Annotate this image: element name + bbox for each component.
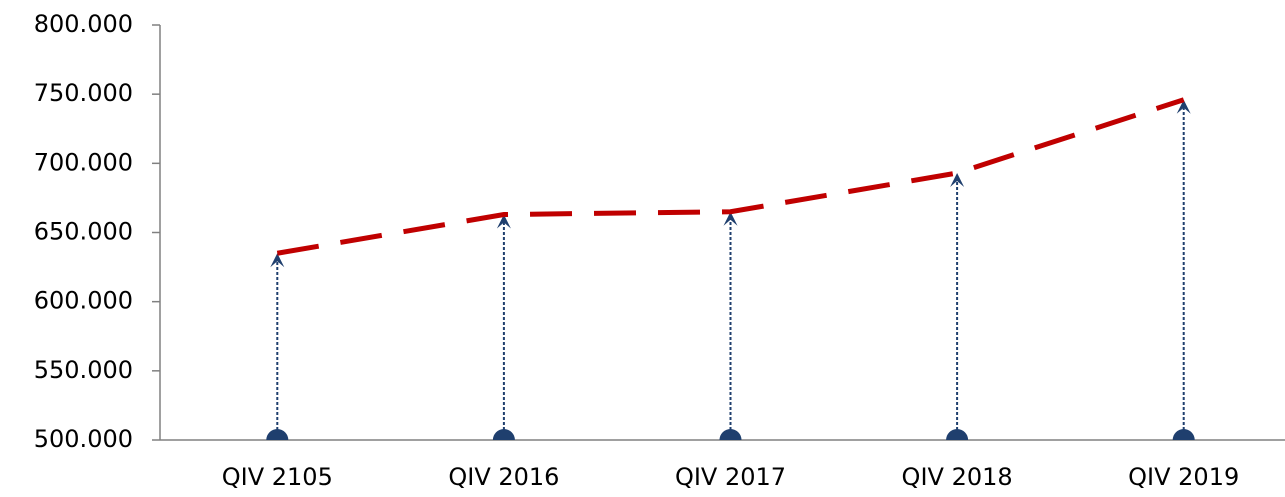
base-marker — [266, 429, 289, 440]
y-tick-label: 800.000 — [34, 10, 133, 38]
y-tick-label: 750.000 — [34, 79, 133, 107]
base-marker — [492, 429, 515, 440]
y-tick-label: 700.000 — [34, 148, 133, 176]
base-marker — [1172, 429, 1195, 440]
arrow-head — [270, 253, 285, 268]
y-tick-label: 550.000 — [34, 356, 133, 384]
line — [276, 97, 1185, 256]
x-tick-label: QIV 2019 — [1128, 463, 1239, 491]
base-marker — [946, 429, 969, 440]
arrow-head — [496, 214, 511, 229]
x-tick-label: QIV 2018 — [902, 463, 1013, 491]
base-marker — [719, 429, 742, 440]
arrow-head — [950, 173, 965, 188]
x-tick-label: QIV 2105 — [222, 463, 333, 491]
y-tick-label: 650.000 — [34, 218, 133, 246]
y-tick-label: 500.000 — [34, 425, 133, 453]
arrow-head — [1176, 99, 1191, 114]
x-tick-label: QIV 2017 — [675, 463, 786, 491]
x-tick-label: QIV 2016 — [448, 463, 559, 491]
y-tick-label: 600.000 — [34, 287, 133, 315]
arrow-head — [723, 211, 738, 226]
